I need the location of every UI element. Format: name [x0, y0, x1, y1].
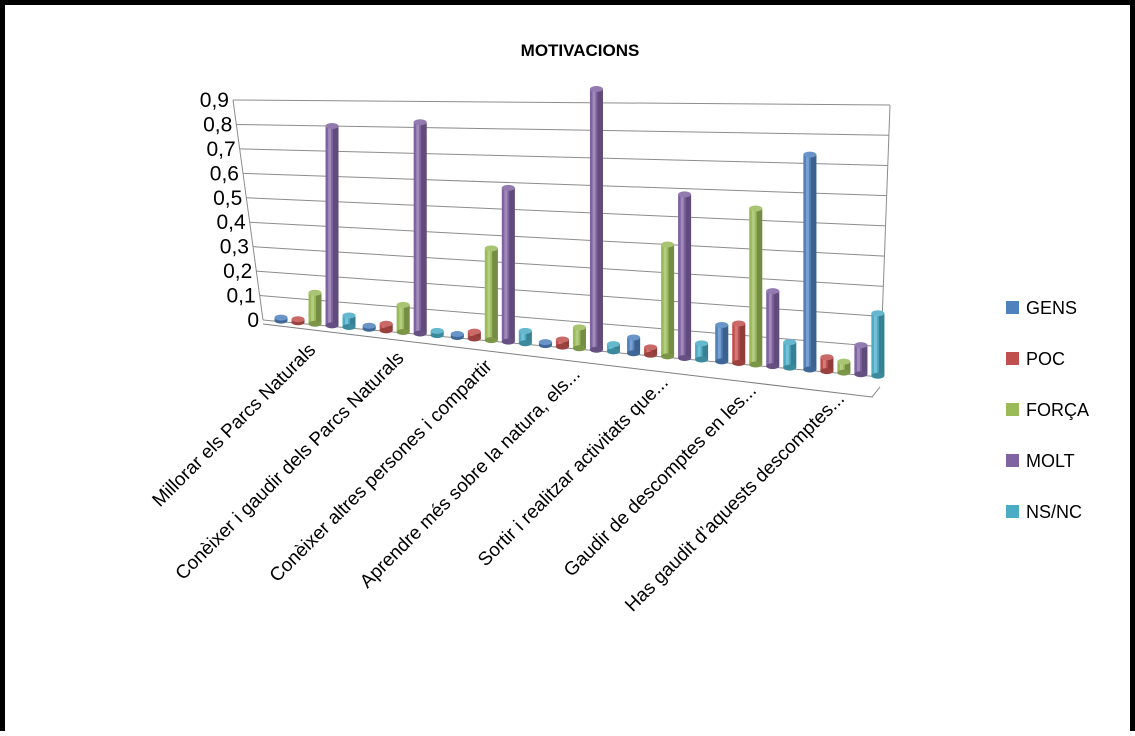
legend-label: NS/NC: [1026, 502, 1082, 522]
bar-poc-4: [555, 336, 569, 350]
bar-nsnc-1: [342, 312, 356, 330]
bar-fora-2: [396, 301, 410, 335]
legend-item: FORÇA: [1006, 400, 1089, 420]
legend-item: POC: [1006, 349, 1065, 369]
legend-item: NS/NC: [1006, 502, 1082, 522]
y-tick-label: 0,1: [226, 285, 255, 308]
y-tick-label: 0,9: [200, 89, 229, 112]
x-category-label: Aprendre més sobre la natura, els...: [356, 364, 584, 592]
legend-swatch: [1006, 403, 1019, 416]
gridline: [252, 246, 884, 287]
legend-swatch: [1006, 505, 1019, 518]
gridline: [256, 270, 883, 318]
chart-title: MOTIVACIONS: [521, 41, 640, 60]
bar-poc-2: [379, 320, 393, 334]
bar-gens-5: [627, 334, 641, 357]
gridline: [246, 197, 886, 227]
floor-edge: [262, 323, 881, 398]
gridline: [239, 148, 888, 166]
bar-molt-7: [854, 342, 868, 378]
bar-nsnc-6: [783, 339, 797, 371]
bar-poc-5: [644, 344, 658, 358]
legend-item: GENS: [1006, 298, 1077, 318]
legend-label: POC: [1026, 349, 1065, 369]
bar-molt-3: [501, 184, 515, 345]
legend-label: FORÇA: [1026, 400, 1089, 420]
y-tick-label: 0,3: [220, 236, 249, 259]
bar-poc-1: [291, 316, 305, 326]
y-axis-ticks: 00,10,20,30,40,50,60,70,80,9: [200, 89, 259, 332]
bar-molt-2: [413, 119, 427, 337]
bar-gens-2: [362, 322, 376, 332]
chart-svg: MOTIVACIONS 00,10,20,30,40,50,60,70,80,9…: [149, 41, 1089, 617]
legend: GENS POC FORÇA MOLT NS/NC: [1006, 298, 1089, 522]
bar-nsnc-2: [430, 327, 444, 339]
y-tick-label: 0,6: [210, 162, 239, 185]
bar-gens-7: [803, 151, 817, 373]
legend-item: MOLT: [1006, 451, 1075, 471]
bar-poc-3: [467, 328, 481, 342]
bar-nsnc-7: [871, 310, 885, 379]
legend-swatch: [1006, 301, 1019, 314]
bar-nsnc-4: [606, 341, 620, 355]
y-tick-label: 0,7: [206, 138, 235, 161]
y-tick-label: 0: [247, 309, 259, 332]
gridline: [232, 99, 891, 106]
x-category-label: Sortir i realitzar activitats que...: [474, 372, 673, 571]
bar-poc-6: [732, 320, 746, 366]
legend-label: MOLT: [1026, 451, 1075, 471]
bar-poc-7: [820, 354, 834, 375]
bar-nsnc-3: [518, 327, 532, 347]
x-category-label: Gaudir de descomptes en les...: [560, 380, 761, 581]
y-tick-label: 0,5: [213, 187, 242, 210]
bar-gens-3: [450, 330, 464, 340]
bar-fora-4: [572, 324, 586, 352]
bar-molt-1: [325, 123, 339, 329]
bar-gens-4: [538, 339, 552, 349]
gridline: [236, 123, 889, 136]
bar-fora-3: [484, 245, 498, 344]
y-tick-label: 0,8: [203, 113, 232, 136]
bar-fora-5: [661, 241, 675, 360]
bar-molt-4: [589, 85, 603, 353]
y-tick-label: 0,2: [223, 260, 252, 283]
bar-molt-6: [766, 288, 780, 370]
bar-gens-6: [715, 322, 729, 365]
bar-fora-1: [308, 289, 322, 327]
y-tick-label: 0,4: [216, 211, 246, 234]
legend-label: GENS: [1026, 298, 1077, 318]
bar-molt-5: [678, 191, 692, 361]
x-category-label: Has gaudit d’aquests descomptes...: [621, 389, 849, 617]
bar-fora-7: [837, 358, 851, 376]
bar-gens-1: [274, 314, 288, 324]
legend-swatch: [1006, 454, 1019, 467]
gridline: [242, 172, 887, 197]
bar-nsnc-5: [695, 340, 709, 363]
gridline: [249, 221, 885, 257]
x-category-label: Millorar els Parcs Naturals: [149, 340, 321, 512]
legend-swatch: [1006, 352, 1019, 365]
bars-layer: [274, 85, 885, 379]
bar-fora-6: [749, 205, 763, 368]
left-wall-edge: [232, 99, 264, 321]
